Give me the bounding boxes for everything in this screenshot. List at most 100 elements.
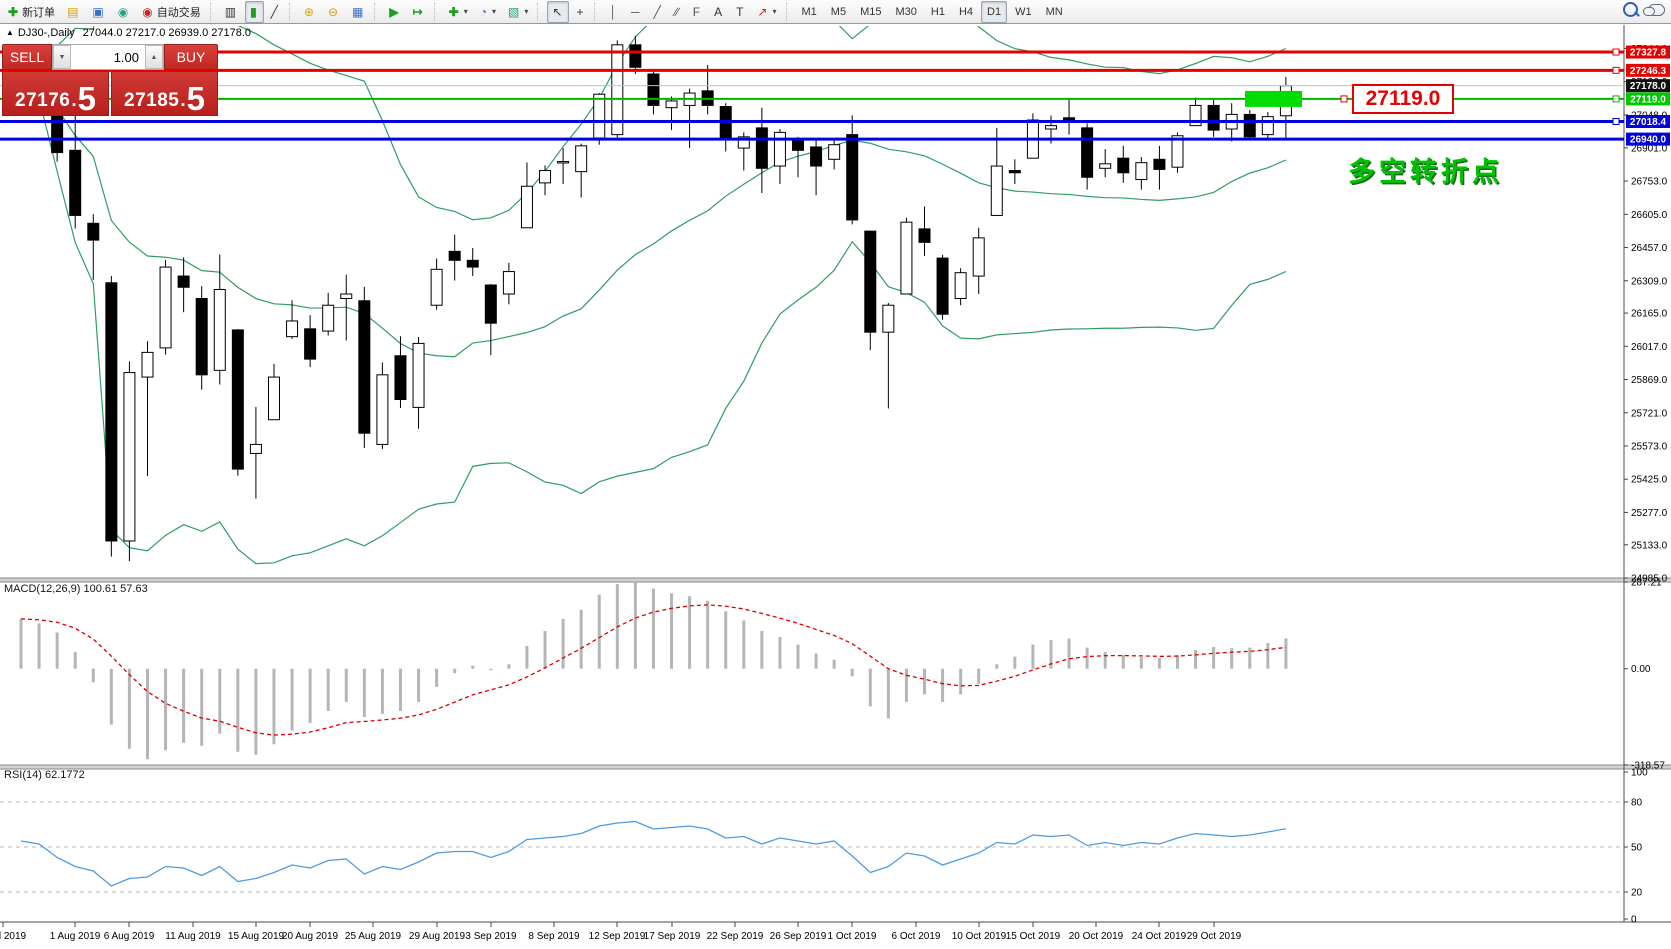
market-watch-button[interactable]: ▤ — [62, 1, 85, 23]
candle-body-bull — [972, 237, 985, 277]
date-label: 12 Sep 2019 — [589, 931, 646, 942]
price-tick-label: 26901.0 — [1631, 143, 1668, 154]
tf-h1-button[interactable]: H1 — [930, 5, 945, 18]
candle — [340, 274, 353, 341]
channel-button[interactable]: ∕∕ — [670, 1, 686, 23]
sell-price-button[interactable]: 27176. 5 — [2, 71, 109, 116]
text-label-button[interactable]: T — [731, 1, 750, 23]
date-label: 11 Aug 2019 — [165, 931, 221, 942]
line-handle[interactable] — [1612, 66, 1620, 74]
zoom-in-icon: ⊕ — [303, 4, 314, 19]
signals-button[interactable]: ◉ — [113, 1, 135, 23]
candle-body-bear — [394, 355, 407, 401]
tile-windows-icon: ▦ — [352, 4, 364, 19]
pane-separator[interactable] — [0, 578, 1671, 582]
candle — [936, 254, 949, 320]
autotrading-button[interactable]: ◉ 自动交易 — [137, 1, 205, 23]
periods-button[interactable]: ◔ ▾ — [475, 1, 501, 23]
candle — [195, 286, 208, 390]
arrows-button[interactable]: ↗ ▾ — [752, 1, 781, 23]
chart-canvas[interactable]: 27344.027196.027048.026901.026753.026605… — [0, 25, 1671, 949]
line-chart-button[interactable]: ╱ — [266, 1, 285, 23]
bollinger-lower-band — [20, 80, 1287, 565]
line-handle[interactable] — [1612, 48, 1620, 56]
date-label: 1 Oct 2019 — [828, 931, 877, 942]
hline-icon: ─ — [630, 4, 640, 19]
cursor-button[interactable]: ↖ — [547, 0, 570, 23]
candle-body-bear — [1117, 157, 1130, 174]
price-tick-label: 26457.0 — [1631, 243, 1668, 254]
turning-point-note[interactable]: 多空转折点 — [1348, 157, 1503, 187]
chart-symbol-timeframe: DJ30-,Daily — [17, 27, 75, 39]
chat-icon[interactable] — [1643, 3, 1665, 16]
candle-body-bull — [1261, 116, 1274, 136]
price-tick-label: 26605.0 — [1631, 210, 1668, 221]
date-label: 15 Oct 2019 — [1006, 931, 1061, 942]
candle — [502, 262, 515, 305]
pane-separator[interactable] — [0, 765, 1671, 769]
tf-m15-button[interactable]: M15 — [860, 5, 882, 18]
bollinger-middle-band — [20, 80, 1287, 358]
tf-m30-button[interactable]: M30 — [895, 5, 917, 18]
auto-scroll-button[interactable]: ▶ — [384, 1, 405, 23]
candle-body-bull — [286, 320, 299, 338]
line-handle[interactable] — [1612, 118, 1620, 126]
tf-d1-button[interactable]: D1 — [981, 0, 1008, 23]
line-handle[interactable] — [1340, 95, 1348, 103]
tf-m5-button[interactable]: M5 — [830, 5, 847, 18]
tf-m1-button[interactable]: M1 — [801, 5, 817, 18]
clock-icon: ◔ — [479, 4, 487, 19]
candle-body-bull — [1189, 104, 1202, 127]
candle — [249, 406, 262, 499]
price-tick-label: 26017.0 — [1631, 342, 1668, 353]
trendline-button[interactable]: ╱ — [648, 1, 667, 23]
candle-body-bear — [792, 138, 805, 151]
trendline-icon: ╱ — [653, 4, 661, 19]
indicators-button[interactable]: ✚ ▾ — [444, 1, 473, 23]
tf-w1-button[interactable]: W1 — [1015, 5, 1032, 18]
volume-decrease-button[interactable]: ▼ — [53, 45, 71, 69]
toolbar-separator — [374, 2, 380, 21]
vertical-line-button[interactable]: │ — [604, 1, 624, 23]
price-tick-label: 25721.0 — [1631, 408, 1668, 419]
vline-icon: │ — [609, 4, 617, 19]
buy-price-button[interactable]: 27185. 5 — [111, 71, 218, 116]
bar-chart-button[interactable]: ▥ — [220, 1, 243, 23]
main-toolbar: ✚ 新订单 ▤ ▣ ◉ ◉ 自动交易 ▥ ▮ ╱ ⊕ ⊖ ▦ ▶ ↦ ✚ ▾ ◔ ▾ ▧ ▾ ↖ + │ ─ ╱ ∕∕ F A T ↗ ▾ M1… — [0, 0, 1671, 24]
date-label: 6 Oct 2019 — [892, 931, 941, 942]
candle — [647, 69, 660, 115]
new-order-button[interactable]: ✚ 新订单 — [3, 1, 60, 23]
line-handle[interactable] — [1612, 95, 1620, 103]
crosshair-button[interactable]: + — [571, 1, 590, 23]
zoom-out-button[interactable]: ⊖ — [323, 1, 345, 23]
volume-increase-button[interactable]: ▲ — [145, 45, 163, 69]
data-window-button[interactable]: ▣ — [87, 1, 110, 23]
fibonacci-button[interactable]: F — [688, 1, 707, 23]
horizontal-line-button[interactable]: ─ — [626, 1, 647, 23]
candle-body-bull — [1099, 163, 1112, 169]
candle-body-bear — [918, 228, 931, 243]
search-icon[interactable] — [1623, 2, 1638, 17]
candle-body-bull — [249, 443, 262, 454]
zoom-in-button[interactable]: ⊕ — [299, 1, 321, 23]
highlight-zone[interactable] — [1245, 90, 1302, 107]
tf-mn-button[interactable]: MN — [1045, 5, 1063, 18]
date-label: 22 Sep 2019 — [707, 931, 764, 942]
line-chart-icon: ╱ — [270, 4, 278, 19]
candle-body-bull — [593, 93, 606, 139]
candle-body-bear — [304, 328, 317, 360]
text-button[interactable]: A — [709, 1, 729, 23]
candlestick-chart-button[interactable]: ▮ — [245, 0, 264, 23]
tf-h4-button[interactable]: H4 — [958, 5, 973, 18]
volume-input[interactable] — [71, 45, 145, 69]
sell-button[interactable]: SELL — [2, 44, 52, 70]
candle-body-bull — [828, 144, 841, 160]
chart-shift-button[interactable]: ↦ — [408, 1, 430, 23]
tile-windows-button[interactable]: ▦ — [347, 1, 370, 23]
templates-button[interactable]: ▧ ▾ — [503, 1, 533, 23]
buy-button[interactable]: BUY — [164, 44, 218, 70]
price-callout-box[interactable]: 27119.0 — [1352, 84, 1454, 114]
candle-body-bear — [484, 284, 497, 324]
chart-background — [0, 25, 1671, 949]
date-label: 20 Aug 2019 — [282, 931, 339, 942]
